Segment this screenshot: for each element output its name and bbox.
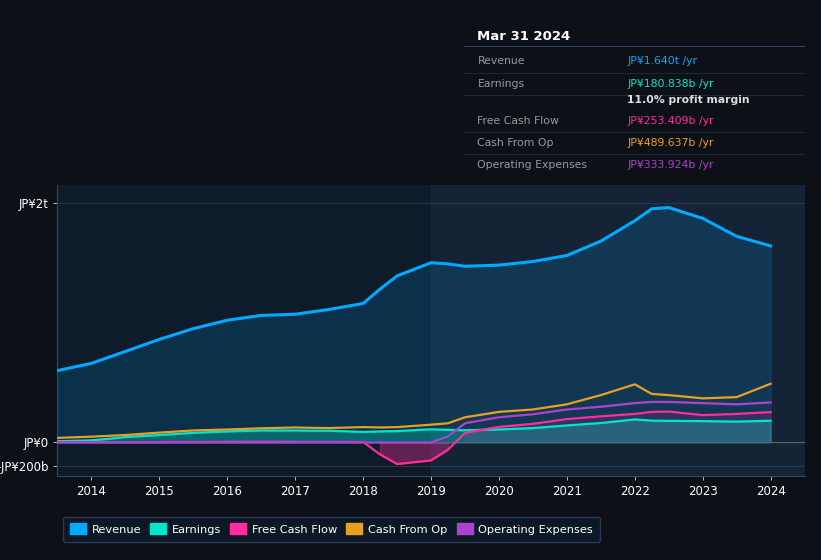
Text: JP¥253.409b /yr: JP¥253.409b /yr <box>627 115 714 125</box>
Text: JP¥489.637b /yr: JP¥489.637b /yr <box>627 138 713 148</box>
Text: Mar 31 2024: Mar 31 2024 <box>478 30 571 43</box>
Text: 11.0% profit margin: 11.0% profit margin <box>627 95 750 105</box>
Text: Earnings: Earnings <box>478 79 525 89</box>
Bar <box>431 185 805 476</box>
Text: Cash From Op: Cash From Op <box>478 138 554 148</box>
Text: JP¥1.640t /yr: JP¥1.640t /yr <box>627 57 697 67</box>
Legend: Revenue, Earnings, Free Cash Flow, Cash From Op, Operating Expenses: Revenue, Earnings, Free Cash Flow, Cash … <box>63 517 600 542</box>
Text: JP¥333.924b /yr: JP¥333.924b /yr <box>627 160 713 170</box>
Text: Revenue: Revenue <box>478 57 525 67</box>
Text: Operating Expenses: Operating Expenses <box>478 160 588 170</box>
Text: JP¥180.838b /yr: JP¥180.838b /yr <box>627 79 714 89</box>
Text: Free Cash Flow: Free Cash Flow <box>478 115 559 125</box>
